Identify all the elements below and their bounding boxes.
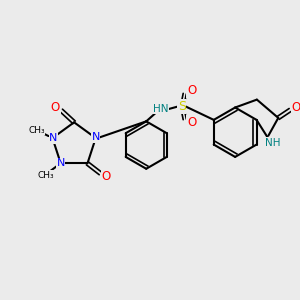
Text: O: O [51,101,60,114]
Text: CH₃: CH₃ [38,171,54,180]
Text: O: O [291,100,300,113]
Text: N: N [49,133,58,143]
Text: O: O [102,170,111,183]
Text: O: O [187,116,196,129]
Text: HN: HN [153,103,169,113]
Text: N: N [57,158,65,168]
Text: N: N [92,132,100,142]
Text: NH: NH [265,138,280,148]
Text: S: S [178,100,186,113]
Text: O: O [187,84,196,97]
Text: CH₃: CH₃ [28,126,45,135]
